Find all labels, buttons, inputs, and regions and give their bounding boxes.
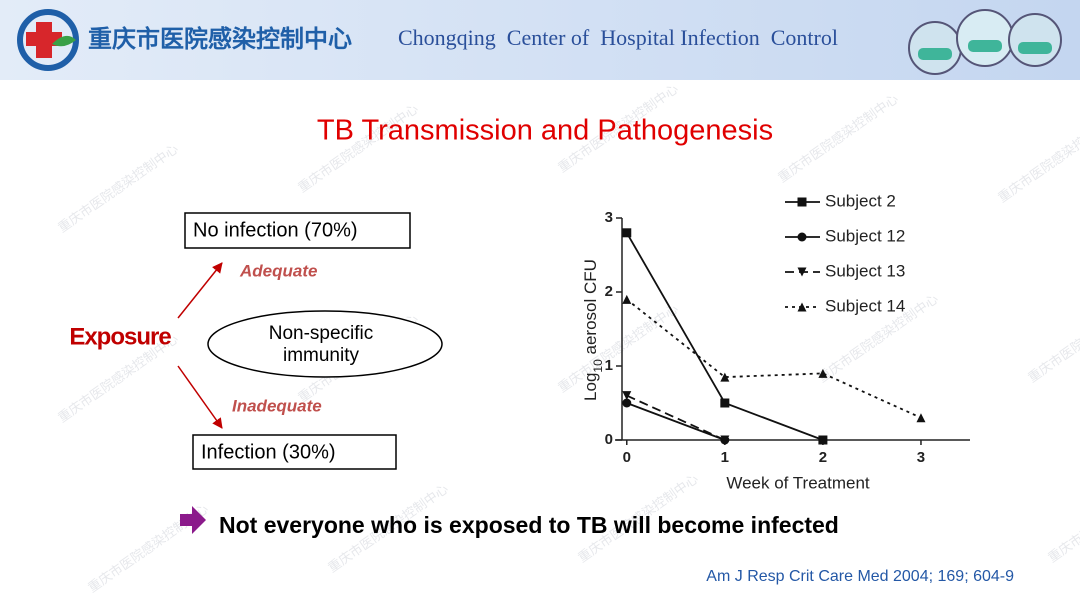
legend-label: Subject 14 [825, 296, 905, 315]
x-tick-label: 1 [721, 449, 729, 466]
marker [720, 398, 730, 408]
marker [622, 294, 632, 304]
legend-label: Subject 12 [825, 226, 905, 245]
inadequate-label: Inadequate [232, 396, 322, 415]
marker [622, 228, 632, 238]
header-bar [0, 0, 1080, 80]
statement: Not everyone who is exposed to TB will b… [219, 512, 839, 538]
legend-label: Subject 13 [825, 261, 905, 280]
exposure-label: Exposure [69, 323, 171, 350]
marker [818, 435, 828, 445]
header-illustration [908, 9, 1062, 75]
arrow [177, 365, 223, 429]
header-title-en: Chongqing Center of Hospital Infection C… [398, 25, 838, 50]
marker [622, 398, 632, 408]
marker [720, 372, 730, 382]
marker [797, 302, 807, 312]
ellipse [207, 310, 443, 378]
x-tick-label: 3 [917, 449, 925, 466]
immunity-label: Non-specific [269, 323, 374, 344]
citation: Am J Resp Crit Care Med 2004; 169; 604-9 [706, 568, 1014, 585]
logo [17, 9, 79, 71]
y-tick-label: 2 [605, 283, 613, 300]
watermark: 重庆市医院感染控制中心 [995, 111, 1080, 206]
watermark: 重庆市医院感染控制中心 [1025, 291, 1080, 386]
immunity-label: immunity [283, 345, 360, 366]
infection-label: Infection (30%) [201, 441, 336, 463]
slide-title: TB Transmission and Pathogenesis [317, 115, 773, 147]
no-infection-label: No infection (70%) [193, 219, 358, 241]
x-tick-label: 2 [819, 449, 827, 466]
y-tick-label: 3 [605, 209, 613, 226]
marker [818, 368, 828, 378]
y-label-part: 10 [591, 359, 605, 373]
watermark: 重庆市医院感染控制中心 [55, 141, 181, 236]
y-tick-label: 0 [605, 431, 613, 448]
marker [916, 413, 926, 423]
series-line [626, 394, 726, 441]
box [184, 212, 411, 249]
bullet-arrow [180, 506, 206, 534]
marker [797, 267, 807, 277]
x-tick-label: 0 [623, 449, 631, 466]
header-title-cn: 重庆市医院感染控制中心 [88, 25, 352, 53]
marker [622, 391, 632, 401]
marker [797, 197, 807, 207]
y-label-part: aerosol CFU [581, 259, 600, 359]
watermark: 重庆市医院感染控制中心 [555, 301, 681, 396]
y-axis-label: Log10 aerosol CFU [581, 259, 605, 401]
box [192, 434, 397, 470]
y-tick-label: 1 [605, 357, 613, 374]
legend-label: Subject 2 [825, 191, 896, 210]
y-label-part: Log [581, 373, 600, 401]
adequate-label: Adequate [239, 261, 317, 280]
watermark: 重庆市医院感染控制中心 [775, 91, 901, 186]
marker [797, 232, 807, 242]
series-line [626, 402, 726, 441]
marker [720, 435, 730, 445]
x-axis-label: Week of Treatment [726, 473, 870, 492]
arrow [177, 262, 223, 319]
watermark: 重庆市医院感染控制中心 [1045, 471, 1080, 566]
